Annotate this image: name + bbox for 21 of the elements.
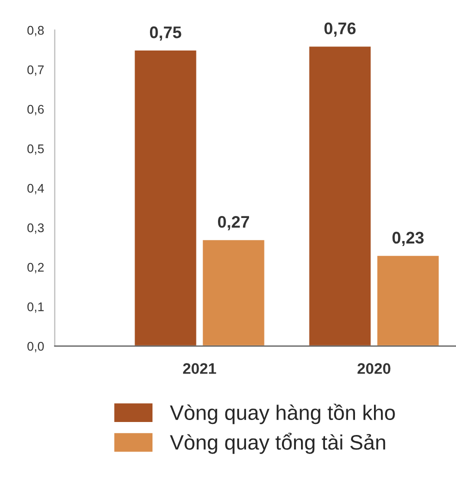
y-tick-label: 0,6	[27, 104, 44, 116]
bar	[308, 45, 372, 346]
bar	[376, 254, 440, 346]
bar	[201, 238, 266, 346]
y-tick-label: 0,7	[27, 65, 44, 76]
y-tick-label: 0,5	[27, 144, 44, 155]
y-tick-label: 0,2	[27, 262, 44, 274]
y-tick-label: 0,0	[27, 342, 44, 352]
y-tick-label: 0,3	[27, 223, 44, 234]
y-tick-label: 0,4	[27, 184, 44, 194]
legend-label: Vòng quay hàng tồn kho	[170, 404, 395, 424]
data-label: 0,75	[150, 26, 182, 41]
data-label: 0,27	[218, 216, 250, 230]
x-tick-label: 2020	[358, 363, 390, 374]
data-label: 0,23	[392, 232, 424, 246]
bar	[133, 49, 198, 346]
y-tick-label: 0,8	[27, 26, 44, 36]
x-tick-label: 2021	[183, 363, 216, 374]
data-label: 0,76	[324, 22, 356, 37]
legend-label: Vòng quay tổng tài Sản	[170, 432, 386, 454]
y-tick-label: 0,1	[27, 302, 44, 313]
